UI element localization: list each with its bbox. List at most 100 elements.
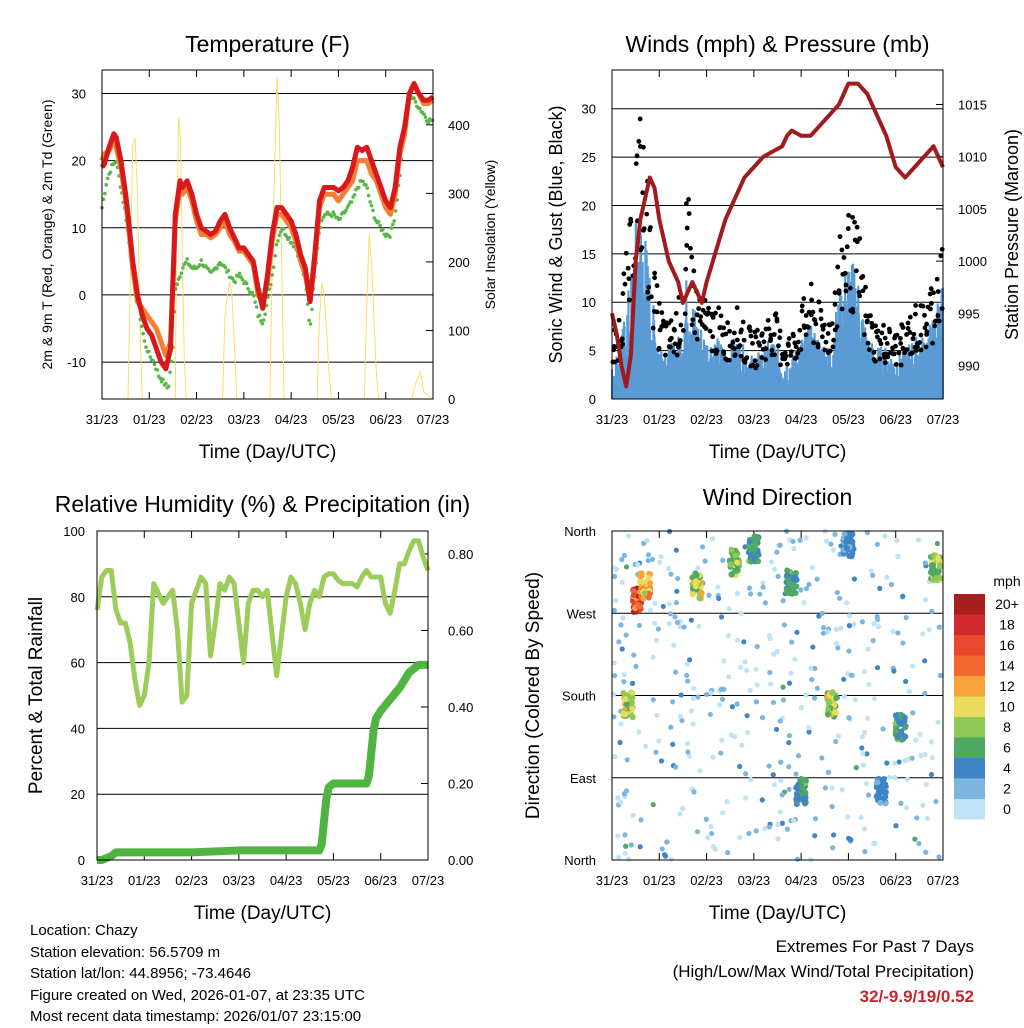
gust-point bbox=[748, 333, 754, 339]
x-tick-label: 05/23 bbox=[317, 873, 350, 888]
direction-cluster-point bbox=[825, 706, 832, 713]
x-tick-label: 02/23 bbox=[690, 873, 723, 888]
dewpoint-point bbox=[148, 355, 153, 359]
gust-point bbox=[732, 352, 738, 358]
gust-point bbox=[725, 320, 731, 326]
gust-point bbox=[891, 351, 897, 357]
direction-point bbox=[635, 561, 641, 568]
gust-point bbox=[939, 246, 945, 252]
direction-point bbox=[762, 825, 768, 831]
dewpoint-point bbox=[199, 258, 204, 262]
direction-point bbox=[673, 600, 679, 606]
direction-point bbox=[668, 856, 674, 862]
direction-point bbox=[778, 778, 784, 784]
direction-point bbox=[937, 672, 944, 679]
direction-point bbox=[900, 593, 906, 599]
panel-title: Winds (mph) & Pressure (mb) bbox=[625, 31, 929, 57]
direction-point bbox=[678, 692, 684, 698]
direction-point bbox=[819, 755, 825, 761]
gust-point bbox=[909, 350, 915, 356]
direction-point bbox=[636, 729, 642, 735]
panel-title: Wind Direction bbox=[703, 484, 853, 510]
gust-point bbox=[744, 355, 750, 361]
gust-point bbox=[761, 339, 767, 345]
direction-point bbox=[859, 734, 865, 740]
direction-cluster-point bbox=[881, 782, 888, 789]
gust-point bbox=[929, 300, 934, 306]
direction-point bbox=[667, 611, 674, 617]
direction-point bbox=[788, 670, 794, 676]
dewpoint-point bbox=[260, 321, 265, 326]
y-tick-label: North bbox=[564, 524, 596, 539]
direction-point bbox=[654, 712, 660, 719]
dewpoint-point bbox=[236, 274, 240, 279]
direction-cluster-point bbox=[629, 689, 636, 696]
x-tick-label: 04/23 bbox=[270, 873, 303, 888]
y-tick-label: 10 bbox=[72, 221, 86, 236]
gust-point bbox=[684, 243, 690, 248]
x-tick-label: 01/23 bbox=[133, 412, 166, 427]
direction-cluster-point bbox=[824, 711, 831, 718]
direction-point bbox=[795, 753, 802, 759]
gust-point bbox=[808, 281, 814, 287]
station-location: Location: Chazy bbox=[30, 922, 138, 939]
gust-point bbox=[896, 350, 902, 356]
dewpoint-point bbox=[259, 319, 263, 323]
x-tick-label: 31/23 bbox=[86, 412, 119, 427]
plot-frame bbox=[101, 69, 434, 400]
direction-point bbox=[612, 673, 618, 679]
gust-point bbox=[882, 360, 888, 366]
direction-cluster-point bbox=[832, 709, 839, 716]
direction-point bbox=[834, 589, 840, 596]
plot-frame bbox=[611, 69, 944, 400]
direction-cluster-point bbox=[639, 578, 646, 585]
direction-point bbox=[621, 672, 627, 678]
direction-point bbox=[745, 730, 751, 736]
legend-swatch bbox=[954, 614, 985, 635]
gust-point bbox=[759, 355, 765, 360]
gust-point bbox=[834, 324, 840, 330]
direction-point bbox=[742, 771, 749, 777]
direction-point bbox=[744, 713, 750, 719]
direction-cluster-point bbox=[894, 733, 901, 740]
direction-cluster-point bbox=[629, 694, 636, 701]
dewpoint-point bbox=[230, 276, 235, 281]
panel-title: Temperature (F) bbox=[185, 31, 350, 57]
y-tick-label: 15 bbox=[582, 247, 596, 262]
direction-cluster-point bbox=[833, 694, 840, 701]
direction-point bbox=[658, 758, 665, 764]
direction-point bbox=[708, 690, 714, 696]
y-tick-label: 5 bbox=[589, 344, 596, 359]
direction-point bbox=[822, 785, 829, 791]
direction-point bbox=[619, 557, 625, 563]
direction-point bbox=[934, 540, 941, 547]
gust-point bbox=[881, 322, 886, 328]
gust-point bbox=[616, 317, 622, 323]
direction-point bbox=[762, 600, 768, 606]
direction-point bbox=[803, 692, 809, 698]
direction-point bbox=[874, 541, 880, 547]
direction-point bbox=[895, 553, 901, 559]
direction-point bbox=[868, 568, 874, 574]
gust-point bbox=[641, 226, 647, 232]
direction-point bbox=[922, 560, 928, 566]
gust-point bbox=[732, 346, 737, 352]
extremes-title: Extremes For Past 7 Days bbox=[775, 937, 974, 956]
direction-point bbox=[626, 856, 632, 862]
direction-point bbox=[775, 573, 781, 579]
direction-point bbox=[766, 633, 773, 639]
gust-point bbox=[928, 306, 933, 312]
gust-point bbox=[645, 289, 651, 295]
direction-cluster-point bbox=[746, 539, 753, 546]
direction-point bbox=[695, 565, 701, 571]
direction-point bbox=[611, 714, 617, 720]
y2-tick-label: 0.00 bbox=[448, 853, 473, 868]
dewpoint-point bbox=[269, 282, 273, 287]
direction-cluster-point bbox=[892, 712, 899, 719]
direction-point bbox=[894, 538, 900, 544]
direction-cluster-point bbox=[635, 603, 642, 610]
legend-label: 18 bbox=[999, 617, 1015, 633]
gust-point bbox=[873, 359, 878, 364]
direction-point bbox=[720, 810, 726, 816]
